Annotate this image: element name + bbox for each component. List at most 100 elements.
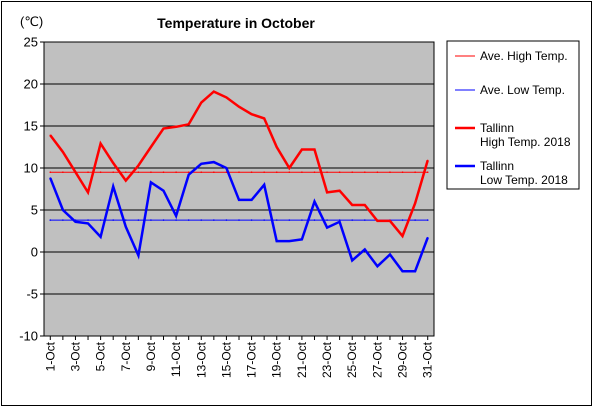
y-unit-label: (℃) [20,14,43,29]
data-point [112,219,114,221]
data-point [150,181,152,184]
data-point [301,238,303,241]
data-point [99,142,102,145]
y-tick-label: 20 [24,77,38,92]
data-point [364,204,366,206]
data-point [301,148,303,151]
data-point [401,171,404,173]
data-point [49,219,52,221]
y-tick-label: 0 [31,245,38,260]
data-point [187,219,190,221]
legend: Ave. High Temp.Ave. Low Temp.TallinnHigh… [446,40,580,190]
data-point [263,184,265,186]
data-point [175,219,177,221]
data-point [263,117,265,120]
data-point [175,126,177,128]
data-point [87,222,89,225]
data-point [275,219,278,221]
data-point [351,171,354,173]
data-point [49,171,52,173]
data-point [150,171,152,173]
data-point [414,219,416,221]
data-point [49,134,52,137]
data-point [187,171,190,173]
x-tick-label: 31-Oct [421,341,435,378]
data-point [389,253,391,256]
data-point [288,171,291,173]
data-point [364,248,366,251]
x-tick-label: 1-Oct [43,341,57,371]
data-point [351,259,354,262]
data-point [49,177,52,179]
legend-label: Tallinn [480,159,514,173]
legend-label: Ave. Low Temp. [480,83,565,97]
data-point [213,161,215,163]
data-point [213,171,215,173]
data-point [213,219,215,221]
data-point [389,220,391,222]
data-point [326,171,328,173]
data-point [74,220,77,223]
series-4 [49,160,429,273]
data-point [200,101,203,104]
data-point [275,171,278,173]
data-point [326,191,328,194]
data-point [62,219,64,221]
legend-label: Low Temp. 2018 [480,173,568,187]
data-point [62,151,64,153]
data-point [364,219,366,221]
data-point [426,219,429,221]
data-point [250,199,253,201]
y-tick-label: 25 [24,35,38,50]
data-point [401,270,404,273]
x-tick-label: 11-Oct [169,341,183,377]
data-point [99,219,102,221]
legend-items: Ave. High Temp.Ave. Low Temp.TallinnHigh… [455,49,571,187]
data-point [301,219,303,221]
data-point [376,220,379,222]
data-point [62,209,64,211]
data-point [376,171,379,173]
y-tick-label: 5 [31,203,38,218]
x-tick-label: 23-Oct [320,341,334,378]
data-point [238,219,240,221]
data-point [288,240,291,242]
data-point [238,199,240,201]
legend-label: High Temp. 2018 [480,135,571,149]
data-point [288,219,291,221]
y-tick-label: 10 [24,161,38,176]
data-point [275,146,278,148]
data-point [200,163,203,165]
data-point [87,191,89,194]
data-point [150,146,152,148]
x-tick-label: 21-Oct [295,341,309,378]
data-point [414,171,416,173]
x-tick-label: 9-Oct [144,341,158,371]
legend-label: Tallinn [480,121,514,135]
data-point [401,219,404,221]
data-point [62,171,64,173]
data-point [414,270,416,273]
data-point [99,236,102,238]
y-axis-ticks: 25 20 15 10 5 0 -5 -10 [19,35,44,344]
chart-title: Temperature in October [157,15,315,31]
data-point [250,113,253,116]
data-point [250,219,253,221]
data-point [364,171,366,173]
x-tick-label: 15-Oct [219,341,233,378]
data-point [338,171,341,173]
data-point [326,226,328,229]
series-1 [49,171,429,173]
data-point [225,219,228,221]
data-point [225,96,228,99]
data-point [313,148,316,151]
data-point [200,171,203,173]
data-point [351,204,354,206]
data-point [200,219,203,221]
data-point [124,219,127,221]
y-tick-label: -5 [26,287,38,302]
data-point [124,179,127,182]
data-point [426,171,429,173]
